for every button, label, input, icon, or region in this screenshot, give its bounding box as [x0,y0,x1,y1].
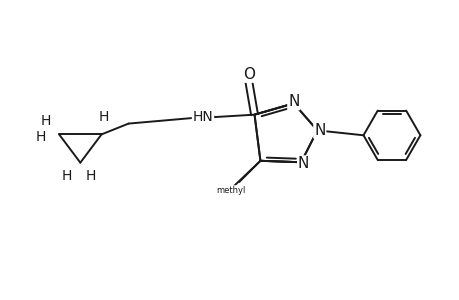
Text: H: H [61,169,72,183]
Text: methyl: methyl [224,190,229,191]
Text: N: N [287,94,299,110]
Text: HN: HN [192,110,213,124]
Text: O: O [242,67,254,82]
Text: N: N [313,123,325,138]
Text: H: H [99,110,109,124]
Text: H: H [35,130,45,144]
Text: N: N [297,156,308,171]
Text: H: H [40,114,50,128]
Text: H: H [86,169,96,183]
Text: methyl: methyl [216,186,245,195]
